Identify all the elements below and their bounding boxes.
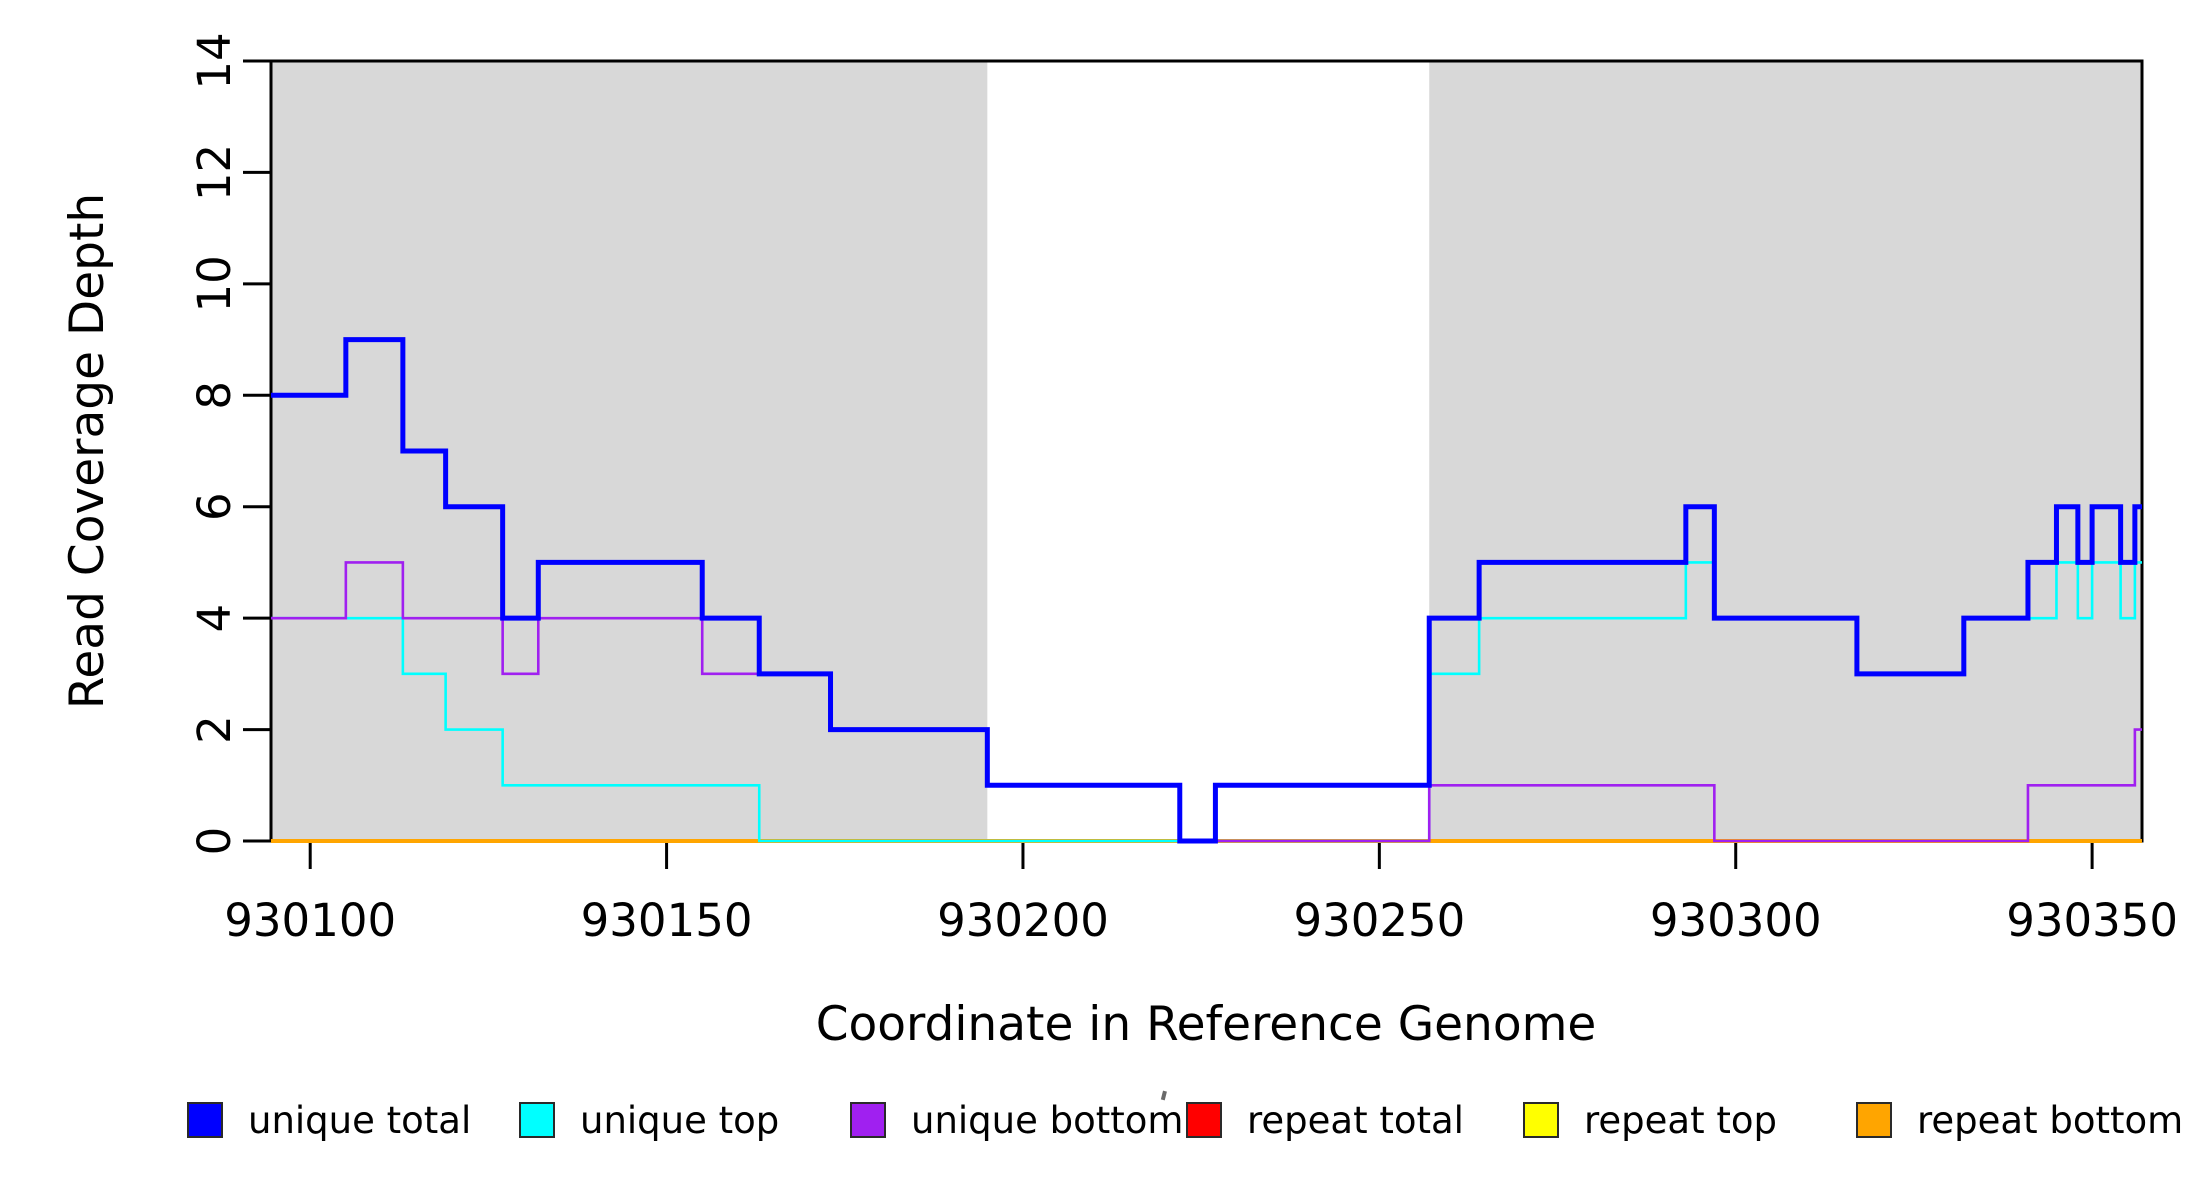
legend-swatch-repeat-bottom [1856, 1102, 1892, 1138]
y-tick-label: 4 [188, 604, 241, 633]
legend-swatch-repeat-top [1523, 1102, 1559, 1138]
x-tick-label: 930350 [2006, 894, 2178, 947]
legend-label-unique-bottom: unique bottom [911, 1099, 1183, 1142]
legend-swatch-unique-bottom [850, 1102, 886, 1138]
y-tick-label: 14 [188, 32, 241, 89]
series-lines [271, 337, 2142, 844]
x-tick-label: 930300 [1650, 894, 1822, 947]
x-tick-label: 930200 [937, 894, 1109, 947]
stray-mark [1160, 1090, 1167, 1101]
legend-label-unique-top: unique top [580, 1099, 779, 1142]
legend-swatch-unique-total [187, 1102, 223, 1138]
y-tick-label: 12 [188, 144, 241, 201]
y-tick-label: 2 [188, 715, 241, 744]
x-tick-label: 930150 [581, 894, 753, 947]
shaded-regions [271, 61, 2142, 841]
x-tick-label: 930100 [224, 894, 396, 947]
x-axis-title: Coordinate in Reference Genome [816, 997, 1597, 1052]
series-unique-total-line [271, 337, 2142, 844]
y-tick-label: 10 [188, 255, 241, 312]
right-shaded-region [1429, 61, 2142, 841]
y-axis-title: Read Coverage Depth [60, 193, 115, 709]
axis-ticks: 930100 930150 930200 930250 930300 930350 0 2 4 6… [188, 32, 2178, 947]
legend-label-repeat-total: repeat total [1247, 1099, 1464, 1142]
y-tick-label: 8 [188, 381, 241, 410]
y-tick-label: 6 [188, 492, 241, 521]
legend-swatch-repeat-total [1186, 1102, 1222, 1138]
chart-legend: unique total unique top unique bottom repea… [187, 1099, 2183, 1142]
left-shaded-region [271, 61, 988, 841]
x-tick-label: 930250 [1293, 894, 1465, 947]
legend-label-unique-total: unique total [248, 1099, 471, 1142]
legend-swatch-unique-top [519, 1102, 555, 1138]
legend-label-repeat-top: repeat top [1584, 1099, 1777, 1142]
legend-label-repeat-bottom: repeat bottom [1917, 1099, 2183, 1142]
y-tick-label: 0 [188, 827, 241, 856]
